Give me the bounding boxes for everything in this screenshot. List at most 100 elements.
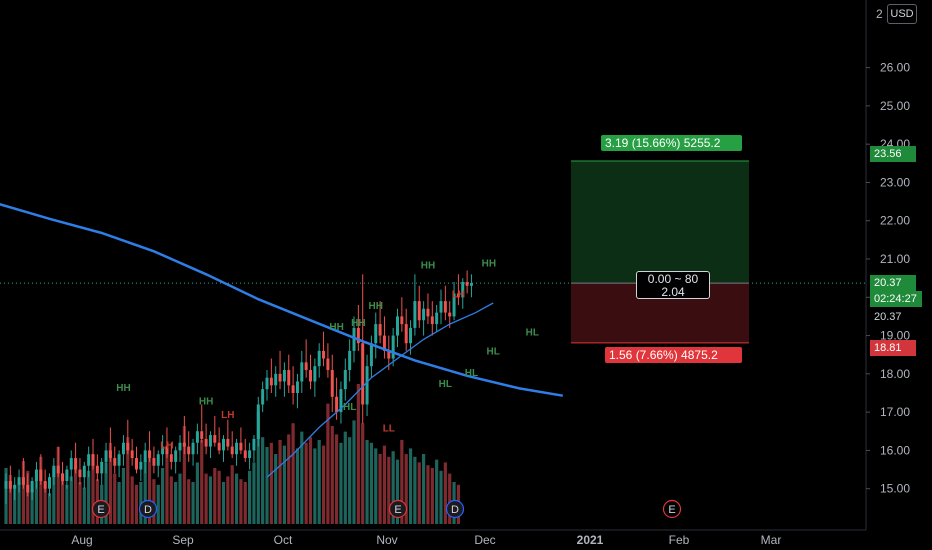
volume-bar	[308, 437, 313, 524]
currency-button[interactable]: USD	[887, 4, 917, 24]
current-price-label: 20.37	[870, 275, 916, 291]
price-axis-top-label: 2	[876, 7, 883, 21]
swing-label: HH	[199, 396, 213, 407]
volume-bar	[182, 426, 186, 524]
volume-bar	[439, 470, 443, 524]
candle-body	[335, 396, 339, 413]
swing-label: HH	[421, 261, 435, 272]
candle-body	[369, 343, 373, 367]
candle-body	[187, 446, 191, 455]
volume-bar	[278, 440, 282, 524]
volume-bar	[200, 440, 204, 524]
dividend-marker	[138, 499, 158, 519]
volume-bar	[74, 465, 78, 524]
candle-body	[43, 481, 47, 489]
volume-bar	[252, 462, 256, 524]
candle-body	[361, 343, 365, 405]
candle-body	[291, 385, 295, 393]
price-tick-label: 23.00	[880, 175, 910, 189]
candle-body	[4, 481, 8, 489]
candle-body	[178, 442, 182, 451]
candle-body	[30, 481, 34, 493]
volume-bar	[321, 445, 326, 524]
volume-bar	[113, 473, 117, 524]
volume-bar	[187, 479, 191, 524]
swing-label: HH	[351, 318, 365, 329]
profit-zone	[571, 161, 749, 284]
volume-bar	[43, 482, 47, 524]
volume-bar	[226, 476, 230, 524]
price-tick-label: 25.00	[880, 99, 910, 113]
swing-label: LL	[383, 423, 395, 434]
ma-short-line	[266, 302, 494, 478]
candle-body	[391, 335, 395, 359]
volume-bar	[30, 489, 34, 524]
target-label: 3.19 (15.66%) 5255.2	[601, 135, 742, 151]
candle-body	[439, 301, 443, 313]
swing-label: HL	[343, 402, 356, 413]
swing-label: LH	[160, 440, 173, 451]
candle-body	[78, 469, 82, 478]
volume-bar	[269, 442, 273, 524]
candle-body	[313, 366, 317, 382]
candle-body	[378, 324, 382, 336]
candle-body	[191, 442, 195, 455]
volume-bar	[217, 470, 221, 524]
volume-bar	[143, 459, 147, 524]
candle-body	[326, 358, 330, 371]
candle-body	[21, 477, 25, 485]
candle-body	[343, 370, 347, 390]
candle-body	[348, 350, 352, 371]
target-price-label: 23.56	[870, 146, 916, 162]
moving-averages	[0, 202, 564, 478]
candle-body	[87, 454, 91, 466]
candle-body	[143, 450, 147, 462]
swing-label: HL	[526, 328, 539, 339]
time-tick-label: Aug	[71, 533, 92, 547]
candle-body	[452, 293, 456, 317]
candle-body	[13, 484, 17, 489]
candle-body	[213, 435, 217, 443]
volume-bar	[234, 473, 239, 524]
volume-bar	[126, 437, 130, 524]
volume-bar	[387, 456, 391, 524]
last-price-label: 20.37	[870, 309, 916, 325]
volume-bar	[26, 470, 30, 524]
candle-body	[435, 312, 439, 325]
candle-body	[121, 442, 125, 455]
event-marker-label: E	[668, 504, 675, 516]
time-tick-label: Mar	[761, 533, 782, 547]
candle-body	[365, 366, 369, 405]
candle-body	[430, 316, 434, 325]
candle-body	[317, 350, 321, 367]
candle-body	[69, 458, 73, 470]
price-tick-label: 22.00	[880, 214, 910, 228]
volume-bar	[169, 476, 173, 524]
candle-body	[230, 446, 234, 455]
bar-countdown: 02:24:27	[870, 291, 922, 307]
candle-body	[52, 465, 56, 478]
volume-bar	[339, 442, 343, 524]
volume-bar	[165, 445, 169, 524]
volume-bar	[69, 476, 73, 524]
candle-body	[195, 431, 199, 443]
volume-bar	[382, 445, 387, 524]
candle-body	[248, 450, 252, 459]
candle-body	[226, 438, 230, 447]
candle-body	[8, 481, 12, 489]
swing-label: LH	[221, 410, 234, 421]
volume-bar	[413, 456, 417, 524]
price-tick-label: 21.00	[880, 252, 910, 266]
volume-bar	[395, 459, 400, 524]
candle-body	[278, 373, 282, 382]
volume-bar	[261, 437, 265, 524]
volume-bar	[195, 462, 199, 524]
volume-bar	[391, 451, 395, 524]
swing-label: HH	[369, 301, 383, 312]
volume-bar	[361, 423, 365, 524]
swing-label: HL	[465, 368, 478, 379]
volume-bar	[87, 470, 91, 524]
volume-bar	[65, 484, 69, 524]
candle-body	[148, 450, 152, 459]
